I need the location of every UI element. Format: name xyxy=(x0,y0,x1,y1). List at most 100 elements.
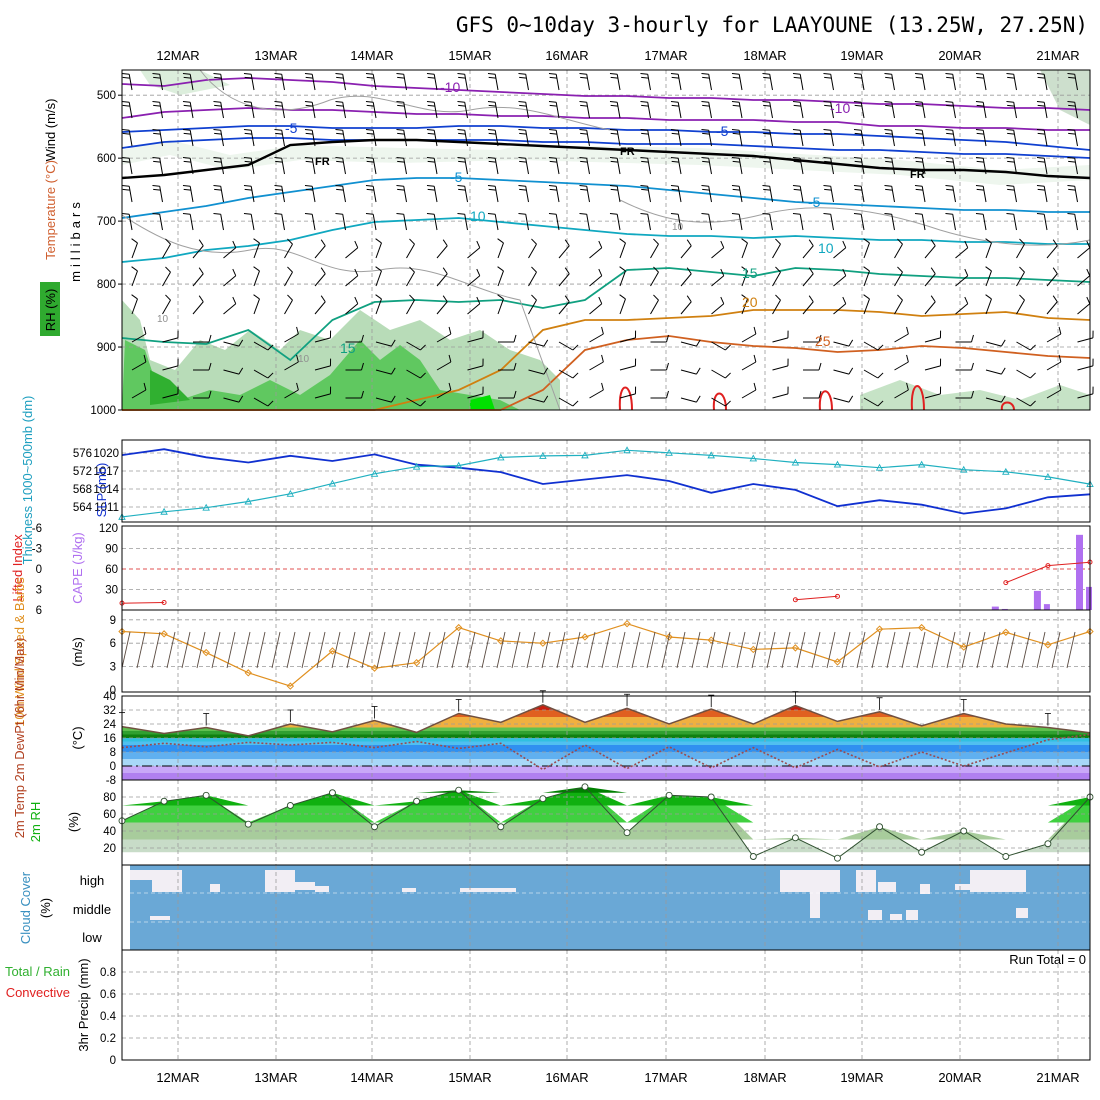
wind-barb-10m xyxy=(541,631,551,669)
wind-barb-flag xyxy=(763,132,771,135)
wind-barb-flag xyxy=(818,334,822,343)
thickness-tick-label: 576 xyxy=(73,448,92,460)
wind-barb-flag xyxy=(458,132,466,135)
wind-barb-flag xyxy=(885,104,893,107)
wind-barb-flag xyxy=(854,188,862,191)
wind-barb-flag xyxy=(518,72,526,75)
wind-barb-flag xyxy=(420,372,426,379)
wind-barb-flag xyxy=(640,100,648,103)
wind-barb-flag xyxy=(762,72,770,75)
wind-barb-flag xyxy=(232,296,237,304)
wind-barb-flag xyxy=(884,128,892,131)
wind-barb-staff xyxy=(680,397,697,403)
wind-barb xyxy=(314,358,332,371)
wind-barb-staff xyxy=(223,397,240,403)
wind-barb xyxy=(406,266,415,287)
wind-barb xyxy=(152,128,163,147)
wind-barb-flag xyxy=(609,156,618,159)
wind-barb-flag xyxy=(519,160,527,163)
pressure-tick-label: 600 xyxy=(97,153,116,165)
wind-barb xyxy=(833,395,854,403)
isotherm-label: 10 xyxy=(470,208,486,224)
wind-barb xyxy=(924,330,942,343)
wind-barb-flag xyxy=(609,184,618,187)
wind-barb-flag xyxy=(244,160,252,163)
wind-barb-staff xyxy=(1074,158,1078,175)
wind-barb-staff xyxy=(1074,214,1078,231)
wind-barb-staff xyxy=(891,158,895,175)
cape-tick-label: 60 xyxy=(105,564,118,576)
wind-barb-staff xyxy=(677,130,682,147)
cape-axis-label: CAPE (J/kg) xyxy=(70,532,85,604)
wind-barb-staff xyxy=(464,102,468,119)
wind-barb-flag xyxy=(275,76,283,79)
wind-speed-marker xyxy=(833,658,842,666)
wind-barb-flag xyxy=(610,160,618,163)
wind-barb xyxy=(823,184,834,203)
cape-bar xyxy=(1043,604,1050,610)
wind-barb xyxy=(223,268,237,287)
wind-barb-flag xyxy=(1067,184,1075,187)
wind-barb xyxy=(680,239,692,259)
wind-barb-flag xyxy=(182,72,191,75)
wind-barb-flag xyxy=(884,100,892,103)
wind-barb-flag xyxy=(609,100,618,103)
wind-barb xyxy=(894,294,903,315)
wind-barb-flag xyxy=(580,76,588,79)
wind-barb-staff xyxy=(741,361,757,371)
wind-barb xyxy=(640,100,651,119)
wind-barb-flag xyxy=(775,294,781,301)
wind-barb xyxy=(213,72,224,91)
wind-barb-flag xyxy=(420,400,426,407)
wind-barb-flag xyxy=(1067,212,1075,215)
wind-barb-flag xyxy=(985,294,992,300)
wind-barb-staff xyxy=(650,271,659,287)
wind-barb-staff xyxy=(555,74,560,91)
wind-barb-staff xyxy=(406,397,421,407)
wind-barb-staff xyxy=(314,337,331,343)
wind-barb xyxy=(670,212,682,231)
wind-barb xyxy=(741,326,757,343)
lifted-index-marker xyxy=(1003,580,1009,586)
wind-barb-staff xyxy=(220,158,224,175)
wind-barb xyxy=(192,295,204,315)
wind-barb-flag xyxy=(122,104,130,107)
wind-barb-flag xyxy=(396,128,404,131)
wind-barb-flag xyxy=(275,188,283,191)
wind-barb xyxy=(884,184,895,203)
wind-barb-flag xyxy=(548,100,557,103)
wind-barb-flag xyxy=(863,238,870,244)
wind-barb xyxy=(193,390,212,399)
wind-barb-staff xyxy=(741,389,757,399)
wind-barb-10m xyxy=(631,631,641,669)
wind-barb-staff xyxy=(1077,247,1091,259)
wind-barb-staff xyxy=(1046,301,1058,315)
wind-barb xyxy=(243,128,255,147)
wind-barb-staff xyxy=(159,214,163,231)
date-label-bottom: 20MAR xyxy=(938,1070,981,1085)
pressure-tick-label: 500 xyxy=(97,90,116,102)
wind-barb xyxy=(1006,156,1017,175)
wind-barb xyxy=(253,294,260,315)
wind-barb-staff xyxy=(708,130,712,147)
wind-barb-flag xyxy=(853,128,862,131)
wind-barb-flag xyxy=(885,160,893,163)
wind-barb-flag xyxy=(476,268,481,276)
wind-barb-10m xyxy=(691,631,701,669)
wind-barb-staff xyxy=(1043,214,1048,231)
wind-barb-staff xyxy=(253,341,269,351)
wind-barb xyxy=(1067,156,1078,175)
wind-barb-flag xyxy=(213,72,221,75)
wind-barb-flag xyxy=(457,128,465,131)
wind-barb xyxy=(589,354,604,371)
wind-barb-staff xyxy=(372,186,377,203)
thickness-marker xyxy=(581,451,589,459)
wind-barb-flag xyxy=(641,160,649,163)
wind-barb-flag xyxy=(792,72,801,75)
wind-barb xyxy=(426,212,438,231)
wind-barb-10m xyxy=(406,631,416,669)
wind-barb-staff xyxy=(436,301,448,315)
wind-barb-staff xyxy=(558,273,570,287)
wind-barb-flag xyxy=(253,294,260,300)
wind-barb xyxy=(498,334,517,343)
